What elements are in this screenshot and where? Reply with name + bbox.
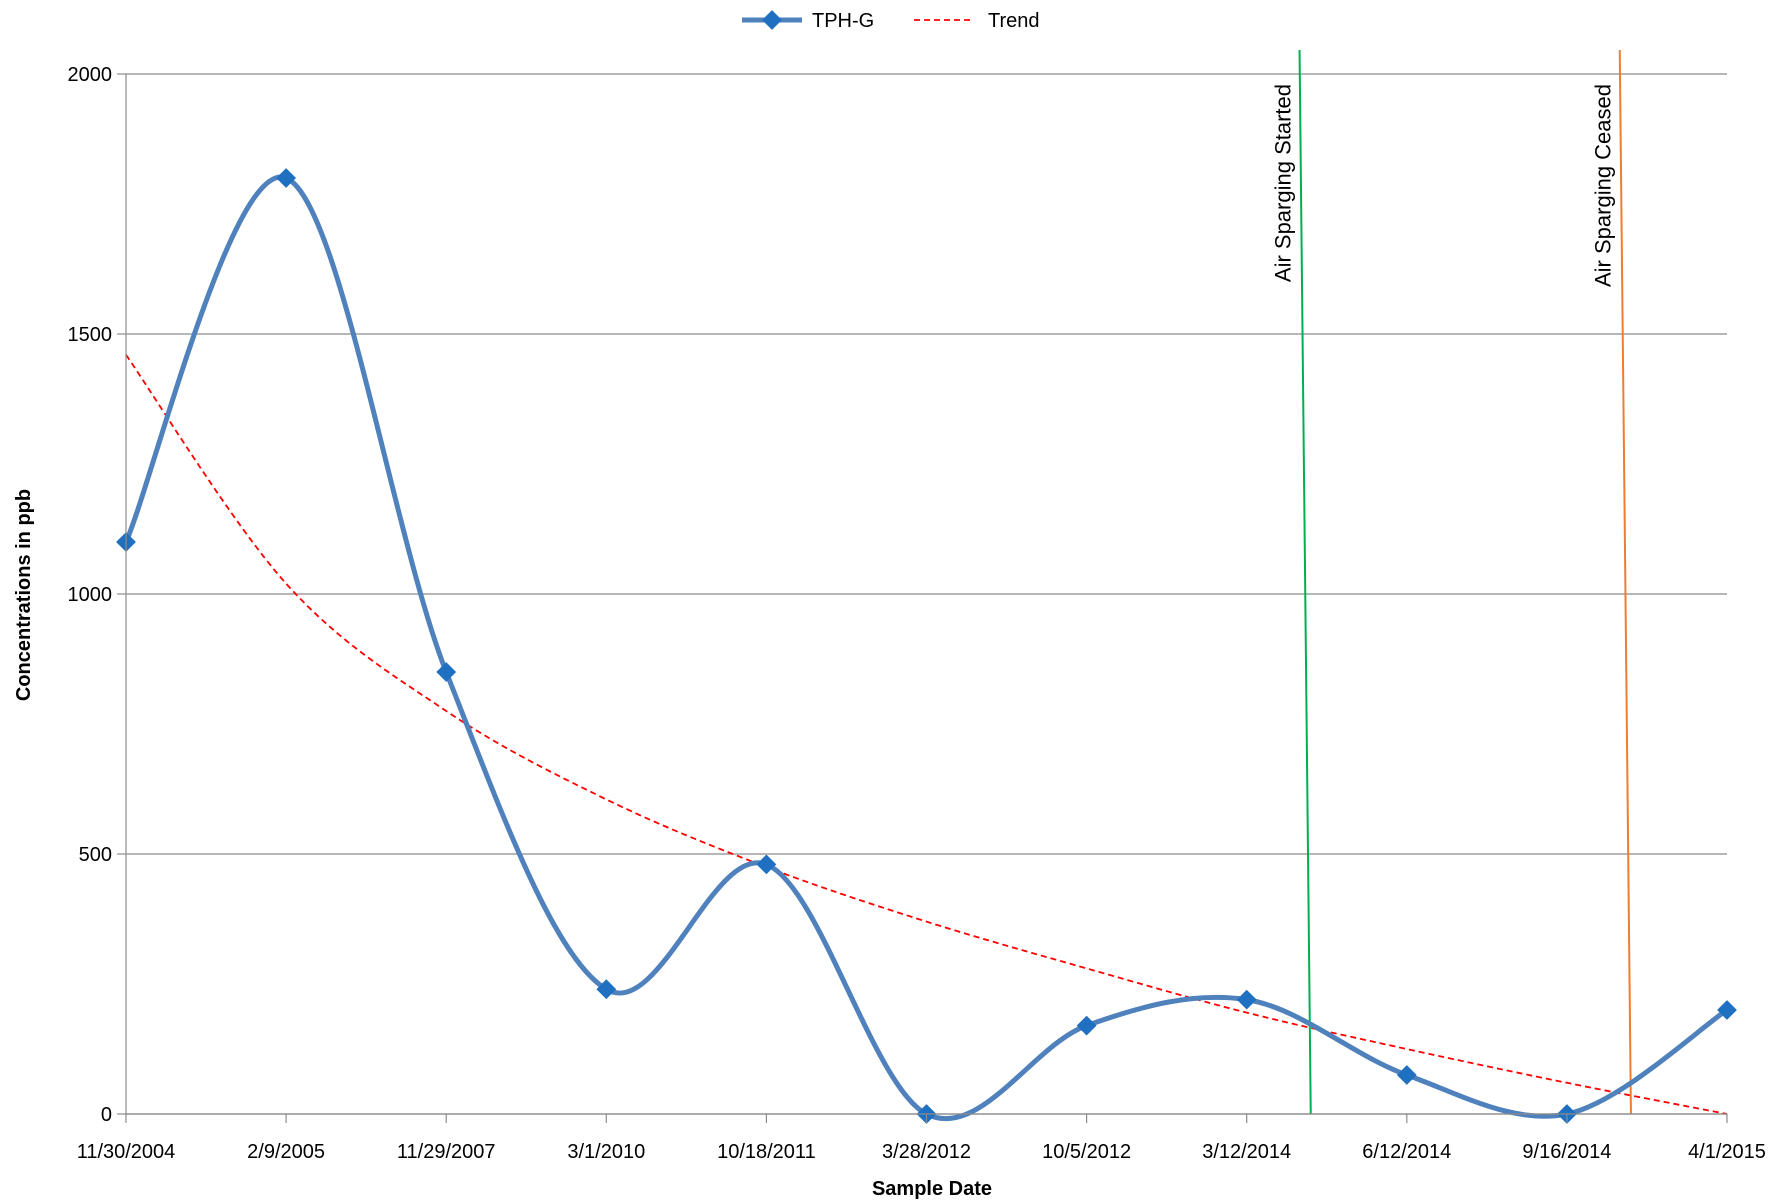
y-tick-label: 1500 bbox=[68, 324, 113, 346]
x-tick-label: 4/1/2015 bbox=[1688, 1141, 1766, 1163]
y-axis-title: Concentrations in ppb bbox=[13, 489, 35, 701]
series-layer bbox=[116, 168, 1737, 1124]
data-point bbox=[276, 168, 296, 188]
annotation-layer: Air Sparging Started Air Sparging Ceased bbox=[1271, 49, 1632, 1115]
x-tick-label: 11/29/2007 bbox=[397, 1141, 496, 1163]
gridlines bbox=[126, 73, 1727, 1115]
series-line-tphg bbox=[123, 174, 1729, 1122]
x-tick-label: 3/12/2014 bbox=[1202, 1141, 1291, 1163]
x-tick-label: 11/30/2004 bbox=[77, 1141, 176, 1163]
data-point bbox=[436, 662, 457, 682]
trend-line bbox=[125, 354, 1728, 1115]
legend-trend-label: Trend bbox=[988, 10, 1040, 32]
axes bbox=[117, 73, 1728, 1123]
x-tick-label: 3/28/2012 bbox=[882, 1141, 971, 1163]
trend-layer bbox=[125, 354, 1728, 1115]
x-tick-label: 10/5/2012 bbox=[1042, 1141, 1131, 1163]
legend-tphg-label: TPH-G bbox=[812, 10, 874, 32]
y-tick-label: 500 bbox=[79, 844, 112, 866]
annotation-label: Air Sparging Ceased bbox=[1591, 84, 1616, 287]
legend: TPH-G Trend bbox=[742, 10, 1040, 32]
x-tick-label: 2/9/2005 bbox=[247, 1141, 325, 1163]
tick-labels: 0 500 1000 1500 2000 11/30/2004 2/9/2005 11/29/… bbox=[68, 64, 1766, 1163]
y-tick-label: 0 bbox=[101, 1104, 112, 1126]
annotation-line bbox=[1618, 49, 1632, 1115]
annotation-label: Air Sparging Started bbox=[1271, 84, 1296, 282]
x-tick-label: 10/18/2011 bbox=[717, 1141, 816, 1163]
x-axis-title: Sample Date bbox=[872, 1178, 992, 1200]
y-tick-label: 2000 bbox=[68, 64, 113, 86]
data-point bbox=[1076, 1015, 1097, 1036]
annotation-line bbox=[1298, 49, 1312, 1115]
x-tick-label: 9/16/2014 bbox=[1522, 1141, 1611, 1163]
data-point bbox=[1396, 1065, 1417, 1085]
x-tick-label: 6/12/2014 bbox=[1362, 1141, 1451, 1163]
legend-tphg-marker bbox=[762, 10, 782, 30]
x-tick-label: 3/1/2010 bbox=[567, 1141, 645, 1163]
y-tick-label: 1000 bbox=[68, 584, 113, 606]
data-point bbox=[596, 979, 617, 1000]
data-point bbox=[756, 854, 777, 875]
data-point bbox=[1236, 989, 1257, 1010]
data-point bbox=[1717, 1000, 1737, 1020]
